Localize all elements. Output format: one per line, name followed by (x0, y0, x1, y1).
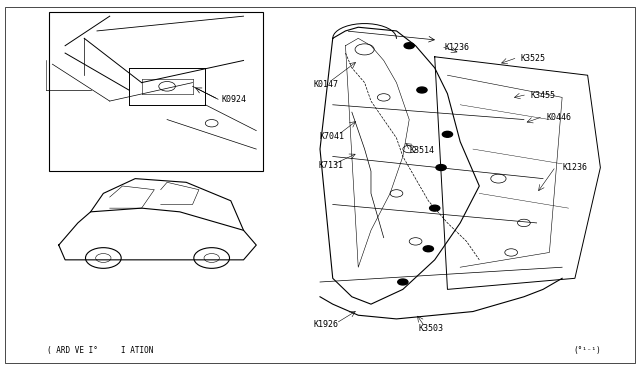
Bar (49, 13, 262, 171)
Circle shape (442, 131, 452, 137)
Text: K7131: K7131 (319, 161, 344, 170)
Circle shape (423, 246, 433, 252)
Text: K0147: K0147 (314, 80, 339, 89)
Circle shape (429, 205, 440, 211)
Text: K3455: K3455 (531, 91, 556, 100)
Circle shape (417, 87, 427, 93)
Text: K0446: K0446 (546, 113, 572, 122)
Text: K1236: K1236 (444, 43, 469, 52)
Text: K0924: K0924 (221, 95, 246, 104)
Text: K7041: K7041 (320, 132, 345, 141)
Text: K1926: K1926 (314, 320, 339, 329)
Text: K3525: K3525 (521, 54, 546, 63)
Text: K3514: K3514 (409, 147, 434, 155)
Text: K3503: K3503 (419, 324, 444, 333)
Text: (°¹⁻¹): (°¹⁻¹) (573, 346, 602, 355)
Circle shape (397, 279, 408, 285)
Circle shape (404, 43, 414, 49)
Circle shape (436, 164, 446, 170)
Text: ( ARD VE I°     I ATION: ( ARD VE I° I ATION (47, 346, 154, 355)
Text: K1236: K1236 (562, 163, 587, 172)
